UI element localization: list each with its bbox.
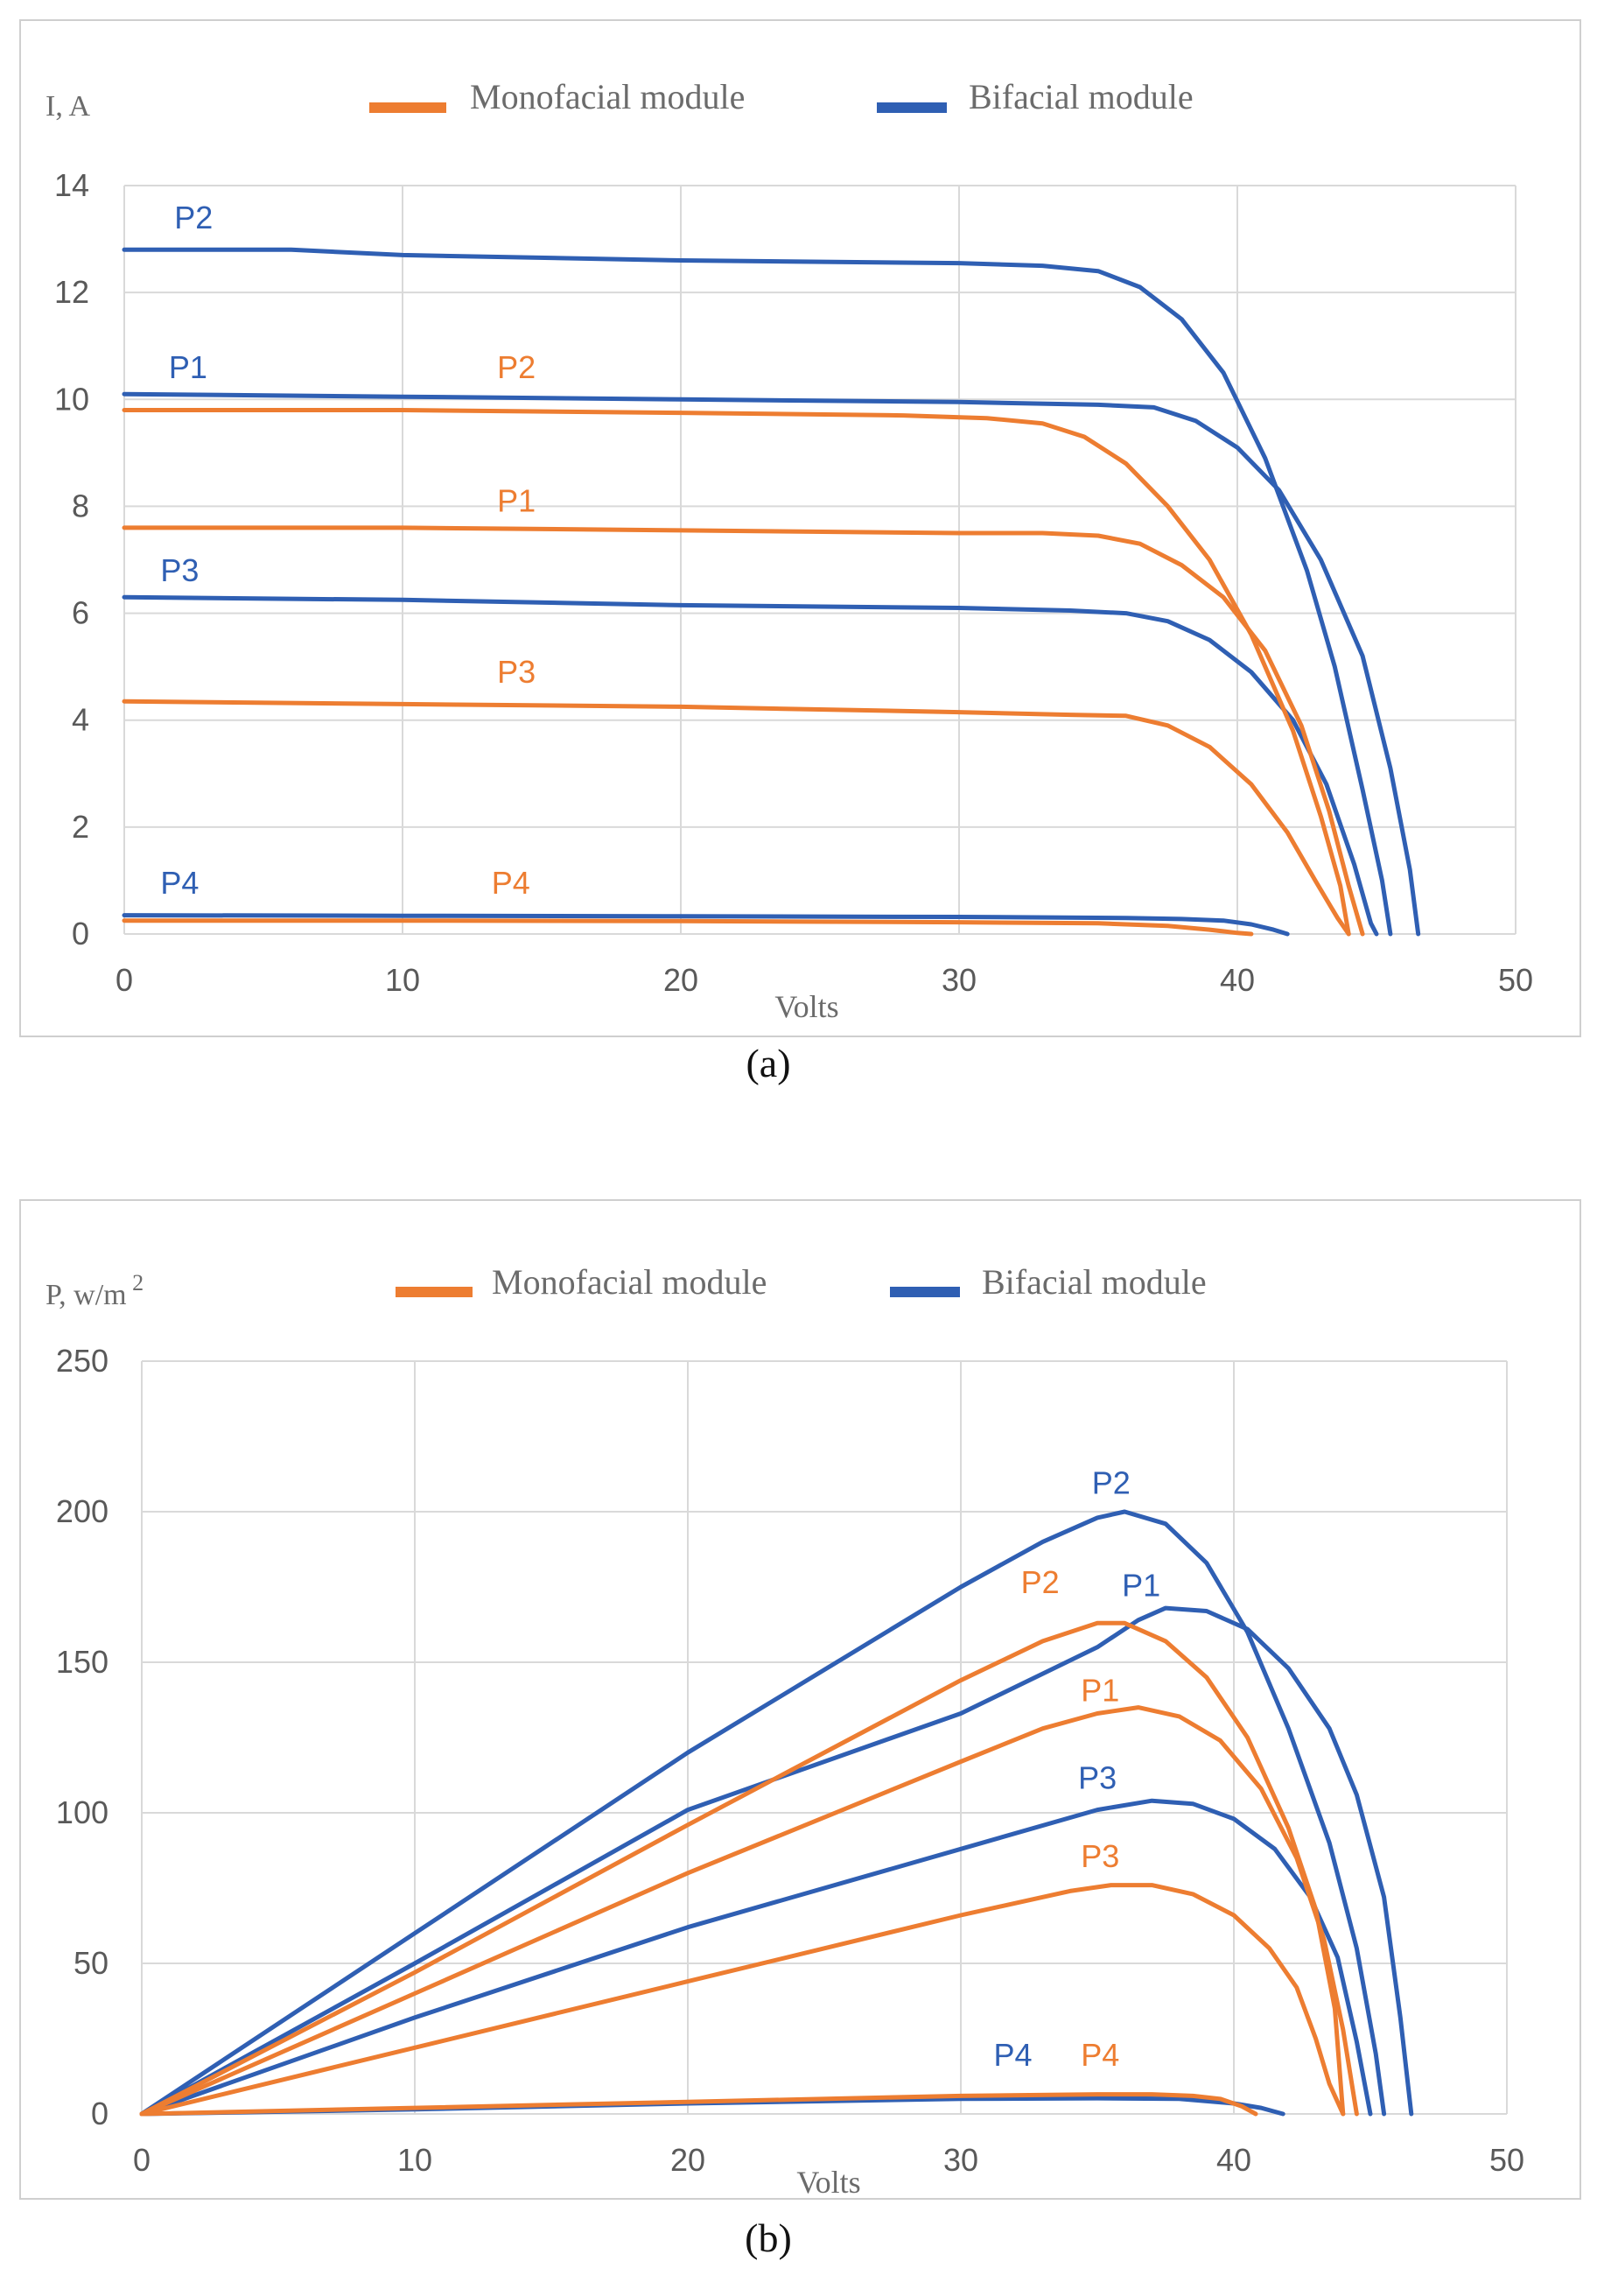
y-axis-label-superscript: 2	[127, 1270, 144, 1295]
x-tick-label: 30	[942, 962, 977, 998]
y-tick-label: 150	[56, 1644, 109, 1680]
series-line-monofacial-p4	[122, 918, 1254, 937]
x-tick-label: 20	[663, 962, 698, 998]
legend-swatch-bifacial	[890, 1287, 960, 1297]
series-label-bifacial-p3: P3	[1078, 1759, 1117, 1795]
x-axis-label: Volts	[796, 2165, 860, 2200]
y-tick-label: 0	[72, 916, 89, 951]
y-tick-label: 100	[56, 1794, 109, 1830]
y-axis-label: P, w/m 2	[46, 1270, 144, 1311]
legend: Monofacial module Bifacial module	[396, 1262, 1207, 1302]
series-label-monofacial-p4: P4	[492, 865, 530, 901]
x-tick-label: 40	[1216, 2142, 1251, 2178]
y-tick-label: 2	[72, 809, 89, 845]
legend-label-bifacial: Bifacial module	[982, 1262, 1207, 1302]
series-line-monofacial-p3	[139, 1883, 1346, 2117]
series-line-bifacial-p4	[122, 913, 1290, 937]
legend-label-monofacial: Monofacial module	[470, 77, 745, 116]
series-label-monofacial-p3: P3	[1081, 1838, 1119, 1874]
series-label-bifacial-p1: P1	[169, 349, 207, 385]
legend-label-bifacial: Bifacial module	[969, 77, 1194, 116]
x-tick-label: 10	[397, 2142, 432, 2178]
series-line-monofacial-p2	[122, 408, 1351, 937]
series-line-bifacial-p2	[122, 247, 1393, 937]
y-tick-label: 8	[72, 488, 89, 523]
x-tick-label: 0	[133, 2142, 151, 2178]
series-label-bifacial-p4: P4	[160, 865, 199, 901]
series-label-bifacial-p3: P3	[160, 552, 199, 588]
y-tick-label: 14	[54, 167, 89, 203]
chart-b-frame	[19, 1199, 1581, 2200]
series-line-bifacial-p2	[139, 1509, 1387, 2117]
y-tick-label: 50	[74, 1945, 109, 1981]
y-tick-label: 6	[72, 595, 89, 631]
x-tick-label: 40	[1220, 962, 1255, 998]
x-axis-label: Volts	[774, 989, 838, 1024]
legend: Monofacial module Bifacial module	[369, 77, 1194, 116]
x-tick-label: 50	[1489, 2142, 1524, 2178]
x-tick-label: 20	[670, 2142, 705, 2178]
series-line-monofacial-p2	[139, 1620, 1346, 2117]
series-label-monofacial-p1: P1	[1081, 1673, 1119, 1709]
y-tick-label: 12	[54, 274, 89, 310]
x-tick-label: 0	[116, 962, 133, 998]
series-label-bifacial-p4: P4	[993, 2037, 1032, 2073]
legend-label-monofacial: Monofacial module	[492, 1262, 767, 1302]
legend-swatch-monofacial	[369, 102, 446, 113]
series-label-monofacial-p4: P4	[1081, 2037, 1119, 2073]
iv-curve-chart: 0 10 20 30 40 50 0 2 4 6 8 10 12 14 I, A Volts Monofacia…	[46, 77, 1533, 1024]
series-line-monofacial-p1	[139, 1705, 1359, 2117]
x-tick-label: 10	[385, 962, 420, 998]
y-tick-label: 200	[56, 1493, 109, 1529]
pv-curve-chart: 0 10 20 30 40 50 0 50 100 150 200 250 P, w/m 2 Volts M…	[46, 1262, 1524, 2200]
legend-swatch-bifacial	[877, 102, 947, 113]
x-tick-label: 50	[1498, 962, 1533, 998]
y-tick-label: 10	[54, 381, 89, 417]
x-tick-label: 30	[943, 2142, 978, 2178]
series-line-bifacial-p3	[139, 1798, 1373, 2117]
caption-a: (a)	[746, 1041, 791, 1085]
caption-b: (b)	[745, 2215, 792, 2260]
series-line-bifacial-p1	[122, 391, 1421, 937]
series-line-monofacial-p4	[139, 2092, 1258, 2117]
y-axis-label: I, A	[46, 90, 90, 123]
y-tick-label: 250	[56, 1343, 109, 1379]
series-label-monofacial-p1: P1	[497, 483, 536, 519]
series-label-bifacial-p2: P2	[1092, 1464, 1131, 1500]
series-label-monofacial-p2: P2	[1021, 1564, 1060, 1600]
series-label-monofacial-p2: P2	[497, 349, 536, 385]
y-tick-label: 4	[72, 702, 89, 738]
series-label-bifacial-p1: P1	[1122, 1567, 1160, 1603]
series-line-bifacial-p3	[122, 594, 1379, 937]
series-line-bifacial-p1	[139, 1605, 1414, 2117]
series-line-monofacial-p1	[122, 525, 1365, 937]
series-label-bifacial-p2: P2	[174, 200, 213, 235]
y-tick-label: 0	[91, 2096, 109, 2131]
legend-swatch-monofacial	[396, 1287, 473, 1297]
series-label-monofacial-p3: P3	[497, 654, 536, 690]
series-line-monofacial-p3	[122, 699, 1351, 937]
